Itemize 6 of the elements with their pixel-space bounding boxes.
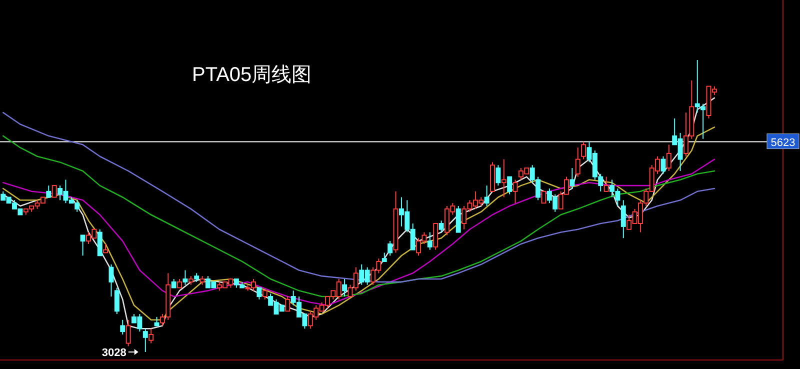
annotation: 3028	[102, 347, 126, 359]
candlestick	[620, 200, 626, 239]
text: 5623	[770, 136, 796, 149]
chart-title: PTA05周线图	[192, 64, 312, 86]
candlestick	[501, 158, 506, 198]
candlestick	[342, 278, 348, 298]
